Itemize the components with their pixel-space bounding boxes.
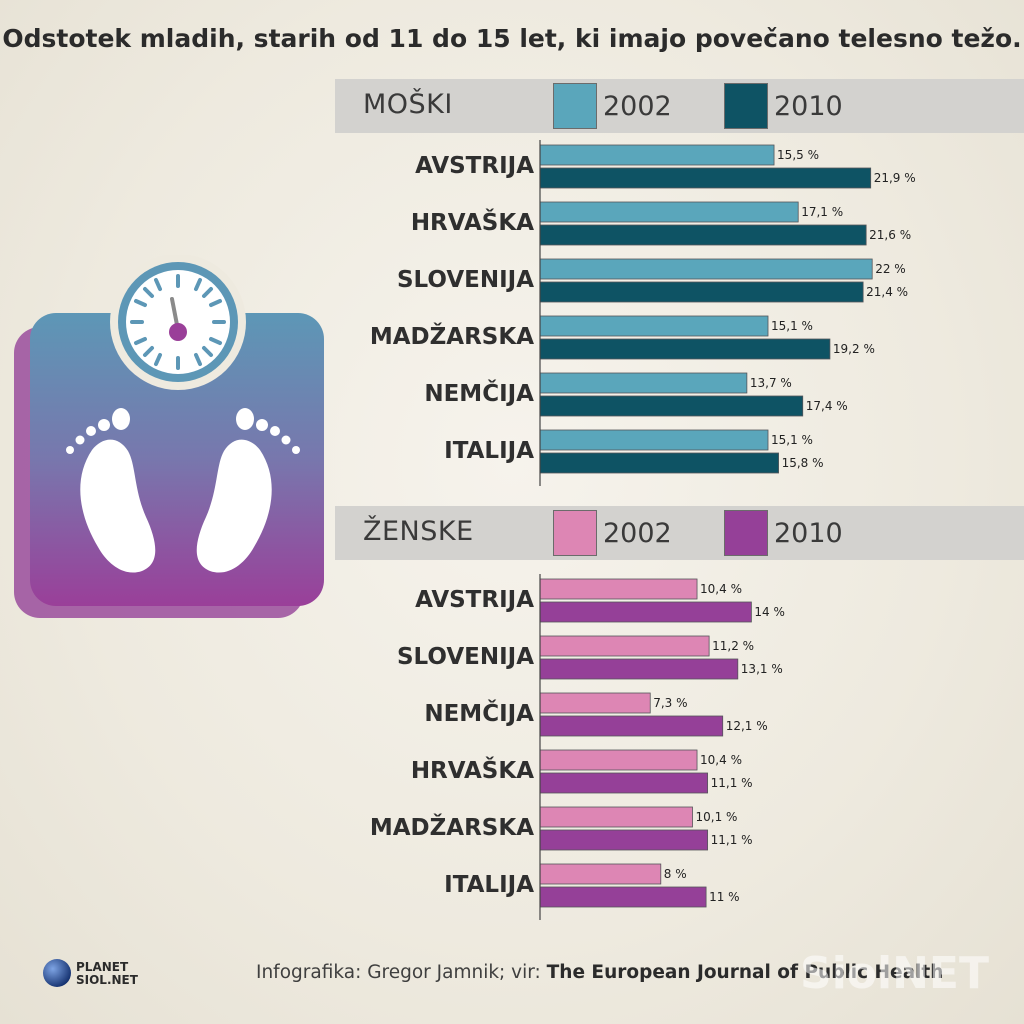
credit-source: The European Journal of Public Health [546,962,944,983]
boys-bar-2002 [539,429,769,451]
boys-panel-header: MOŠKI 2002 2010 [335,79,1024,133]
boys-bar-2010 [539,338,831,360]
boys-bar-2010 [539,224,867,246]
boys-panel-label: MOŠKI [363,89,453,120]
right-footprint-icon [196,408,300,573]
boys-category-label: SLOVENIJA [397,267,534,293]
boys-value-label-2010: 21,9 % [874,171,916,185]
girls-category-label: HRVAŠKA [411,756,534,784]
girls-category-label: AVSTRIJA [415,587,534,613]
girls-value-label-2010: 12,1 % [726,719,768,733]
boys-bar-2010 [539,281,864,303]
boys-category-label: ITALIJA [444,438,534,464]
girls-bar-2002 [539,749,698,771]
legend-label-girls-2002: 2002 [603,518,672,549]
girls-value-label-2010: 11,1 % [711,776,753,790]
girls-bar-2002 [539,692,651,714]
girls-bar-2010 [539,886,707,908]
legend-label-boys-2002: 2002 [603,91,672,122]
credit-prefix: Infografika: Gregor Jamnik; vir: [256,962,547,983]
girls-category-label: ITALIJA [444,872,534,898]
girls-value-label-2010: 11,1 % [711,833,753,847]
girls-value-label-2002: 11,2 % [712,639,754,653]
girls-bar-2010 [539,772,709,794]
boys-value-label-2002: 22 % [875,262,906,276]
girls-bar-2010 [539,658,739,680]
boys-bar-2010 [539,167,872,189]
legend-label-boys-2010: 2010 [774,91,843,122]
girls-value-label-2010: 13,1 % [741,662,783,676]
boys-value-label-2010: 17,4 % [806,399,848,413]
boys-value-label-2010: 19,2 % [833,342,875,356]
brand-line2: SIOL.NET [76,973,138,987]
girls-bar-2002 [539,578,698,600]
legend-swatch-girls-2010 [724,510,768,556]
girls-panel-header: ŽENSKE 2002 2010 [335,506,1024,560]
legend-label-girls-2010: 2010 [774,518,843,549]
boys-value-label-2010: 15,8 % [782,456,824,470]
boys-bar-2002 [539,315,769,337]
girls-category-label: MADŽARSKA [370,813,534,841]
boys-value-label-2010: 21,6 % [869,228,911,242]
girls-panel-label: ŽENSKE [363,516,474,547]
girls-bar-2002 [539,806,693,828]
scale-dial-ticks [130,274,226,370]
boys-bar-2010 [539,395,804,417]
bathroom-scale-icon [14,255,324,618]
left-footprint-icon [66,408,156,573]
boys-bar-2002 [539,372,748,394]
girls-category-label: SLOVENIJA [397,644,534,670]
boys-category-label: MADŽARSKA [370,322,534,350]
boys-value-label-2002: 15,5 % [777,148,819,162]
siolnet-watermark: SiolNET [800,948,989,999]
girls-category-label: NEMČIJA [424,699,534,727]
brand-line1: PLANET [76,960,129,974]
legend-swatch-boys-2002 [553,83,597,129]
girls-bar-2010 [539,601,752,623]
girls-value-label-2002: 7,3 % [653,696,687,710]
boys-value-label-2002: 13,7 % [750,376,792,390]
girls-value-label-2002: 8 % [664,867,687,881]
legend-swatch-boys-2010 [724,83,768,129]
boys-category-label: HRVAŠKA [411,208,534,236]
girls-value-label-2002: 10,4 % [700,753,742,767]
girls-bar-2002 [539,863,662,885]
planet-globe-icon [43,959,71,987]
chart-title: Odstotek mladih, starih od 11 do 15 let,… [2,24,1022,53]
boys-value-label-2002: 15,1 % [771,319,813,333]
boys-value-label-2010: 21,4 % [866,285,908,299]
boys-value-label-2002: 15,1 % [771,433,813,447]
credit-line: Infografika: Gregor Jamnik; vir: The Eur… [256,962,943,983]
girls-value-label-2002: 10,1 % [696,810,738,824]
legend-swatch-girls-2002 [553,510,597,556]
girls-bar-2010 [539,715,724,737]
scale-needle-hub [169,323,187,341]
boys-category-label: NEMČIJA [424,379,534,407]
girls-value-label-2010: 11 % [709,890,740,904]
girls-bar-2010 [539,829,709,851]
boys-bar-2010 [539,452,779,474]
boys-bar-2002 [539,258,873,280]
boys-bar-2002 [539,144,775,166]
boys-bar-2002 [539,201,799,223]
boys-category-label: AVSTRIJA [415,153,534,179]
girls-value-label-2002: 10,4 % [700,582,742,596]
girls-bar-2002 [539,635,710,657]
boys-value-label-2002: 17,1 % [801,205,843,219]
girls-value-label-2010: 14 % [754,605,785,619]
